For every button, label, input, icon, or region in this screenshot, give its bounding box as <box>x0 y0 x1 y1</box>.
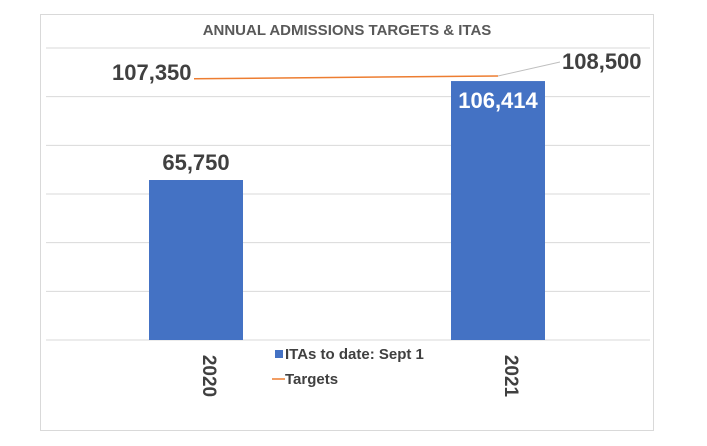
x-tick-2020: 2020 <box>198 355 219 397</box>
bars <box>149 81 545 340</box>
legend-label-targets: Targets <box>285 371 338 388</box>
gridlines <box>46 47 650 341</box>
target-line-group <box>193 61 561 80</box>
chart-frame <box>40 14 654 431</box>
legend-label-itas: ITAs to date: Sept 1 <box>285 346 424 363</box>
chart-title: ANNUAL ADMISSIONS TARGETS & ITAS <box>203 22 492 39</box>
data-label-target-2021: 108,500 <box>562 49 642 74</box>
bar-2021 <box>451 81 545 340</box>
data-label-itas-2021: 106,414 <box>458 88 538 113</box>
data-labels: 65,750 106,414 107,350 108,500 <box>112 49 642 175</box>
x-axis-ticks: 2020 2021 <box>198 355 521 398</box>
x-tick-2021: 2021 <box>500 355 521 398</box>
target-label-leader <box>497 61 561 77</box>
target-line <box>193 75 499 80</box>
legend: ITAs to date: Sept 1 Targets <box>272 346 424 388</box>
bar-2020 <box>149 180 243 340</box>
data-label-target-2020: 107,350 <box>112 60 192 85</box>
legend-swatch-itas <box>275 350 283 358</box>
data-label-itas-2020: 65,750 <box>162 150 229 175</box>
